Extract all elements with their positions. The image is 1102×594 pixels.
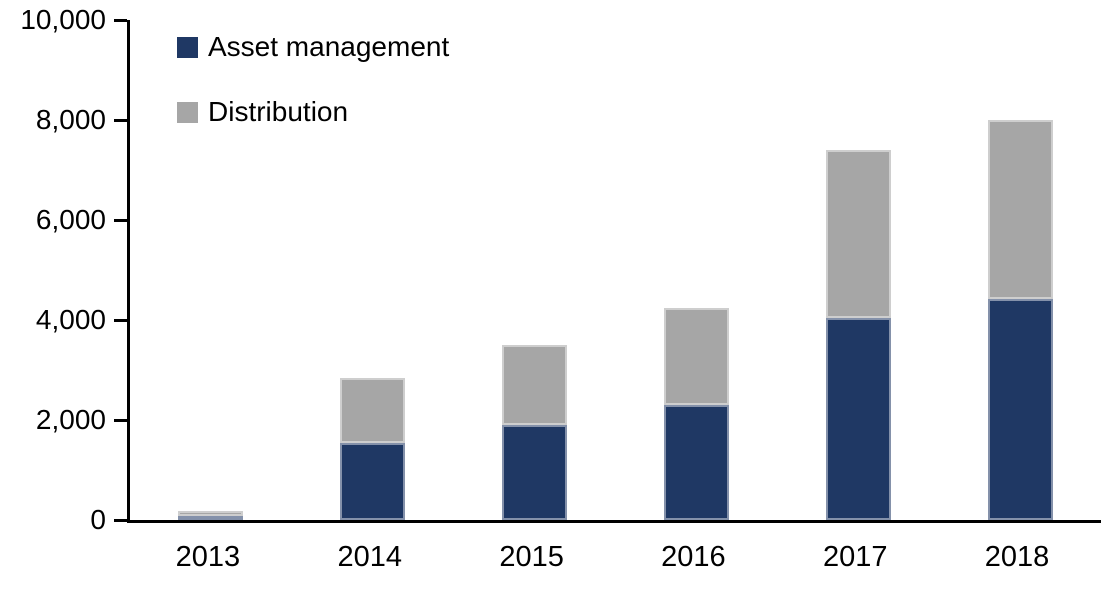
x-axis-label-2018: 2018 (984, 541, 1050, 573)
legend-item-asset-management: Asset management (177, 31, 449, 63)
y-axis-tick-6000 (114, 218, 127, 222)
bar-segment-2017-distribution (825, 150, 891, 318)
bar-2014 (340, 20, 406, 520)
bar-segment-2018-distribution (987, 120, 1053, 299)
y-axis-label-6000: 6,000 (35, 204, 106, 235)
y-axis-label-4000: 4,000 (35, 304, 106, 335)
x-axis: 2013 2014 2015 2016 2017 2018 (127, 541, 1098, 574)
legend-item-distribution: Distribution (177, 96, 449, 128)
bar-segment-2013-asset-management (178, 516, 244, 520)
y-axis-tick-8000 (114, 118, 127, 122)
bar-2018 (987, 20, 1053, 520)
distribution-swatch-icon (177, 101, 198, 123)
legend-label-asset-management: Asset management (208, 31, 450, 62)
bar-slot-2018 (939, 20, 1101, 520)
plot-area: Asset management Distribution (127, 20, 1101, 523)
y-axis-label-2000: 2,000 (35, 404, 106, 435)
bar-2017 (825, 20, 891, 520)
x-axis-label-2014: 2014 (337, 541, 402, 573)
y-axis-tick-2000 (114, 418, 127, 422)
x-axis-label-2015: 2015 (499, 541, 564, 573)
bar-2016 (663, 20, 729, 520)
legend-label-distribution: Distribution (208, 96, 349, 127)
bar-slot-2013 (130, 20, 292, 520)
x-axis-label-2017: 2017 (822, 541, 888, 573)
y-axis-tick-0 (114, 518, 127, 522)
bars-container (130, 20, 1101, 520)
bar-segment-2017-asset-management (825, 317, 891, 520)
bar-segment-2016-distribution (663, 307, 729, 405)
y-axis-label-10000: 10,000 (20, 4, 106, 35)
y-axis-tick-4000 (114, 318, 127, 322)
y-axis-tick-10000 (114, 18, 127, 22)
bar-2015 (502, 20, 568, 520)
bar-segment-2014-distribution (340, 377, 406, 443)
bar-segment-2013-distribution (178, 511, 244, 516)
bar-segment-2015-asset-management (502, 425, 568, 520)
bar-segment-2018-asset-management (987, 299, 1053, 520)
bar-slot-2014 (292, 20, 454, 520)
x-axis-label-2016: 2016 (661, 541, 726, 573)
asset-management-swatch-icon (177, 36, 198, 58)
bar-slot-2017 (777, 20, 939, 520)
legend: Asset management Distribution (177, 31, 449, 128)
y-axis-label-0: 0 (90, 504, 106, 535)
bar-2013 (178, 20, 244, 520)
bar-segment-2015-distribution (502, 345, 568, 425)
bar-slot-2016 (615, 20, 777, 520)
bar-slot-2015 (454, 20, 616, 520)
bar-segment-2016-asset-management (663, 405, 729, 520)
bar-segment-2014-asset-management (340, 442, 406, 520)
x-axis-label-2013: 2013 (175, 541, 241, 573)
y-axis-label-8000: 8,000 (35, 104, 106, 135)
